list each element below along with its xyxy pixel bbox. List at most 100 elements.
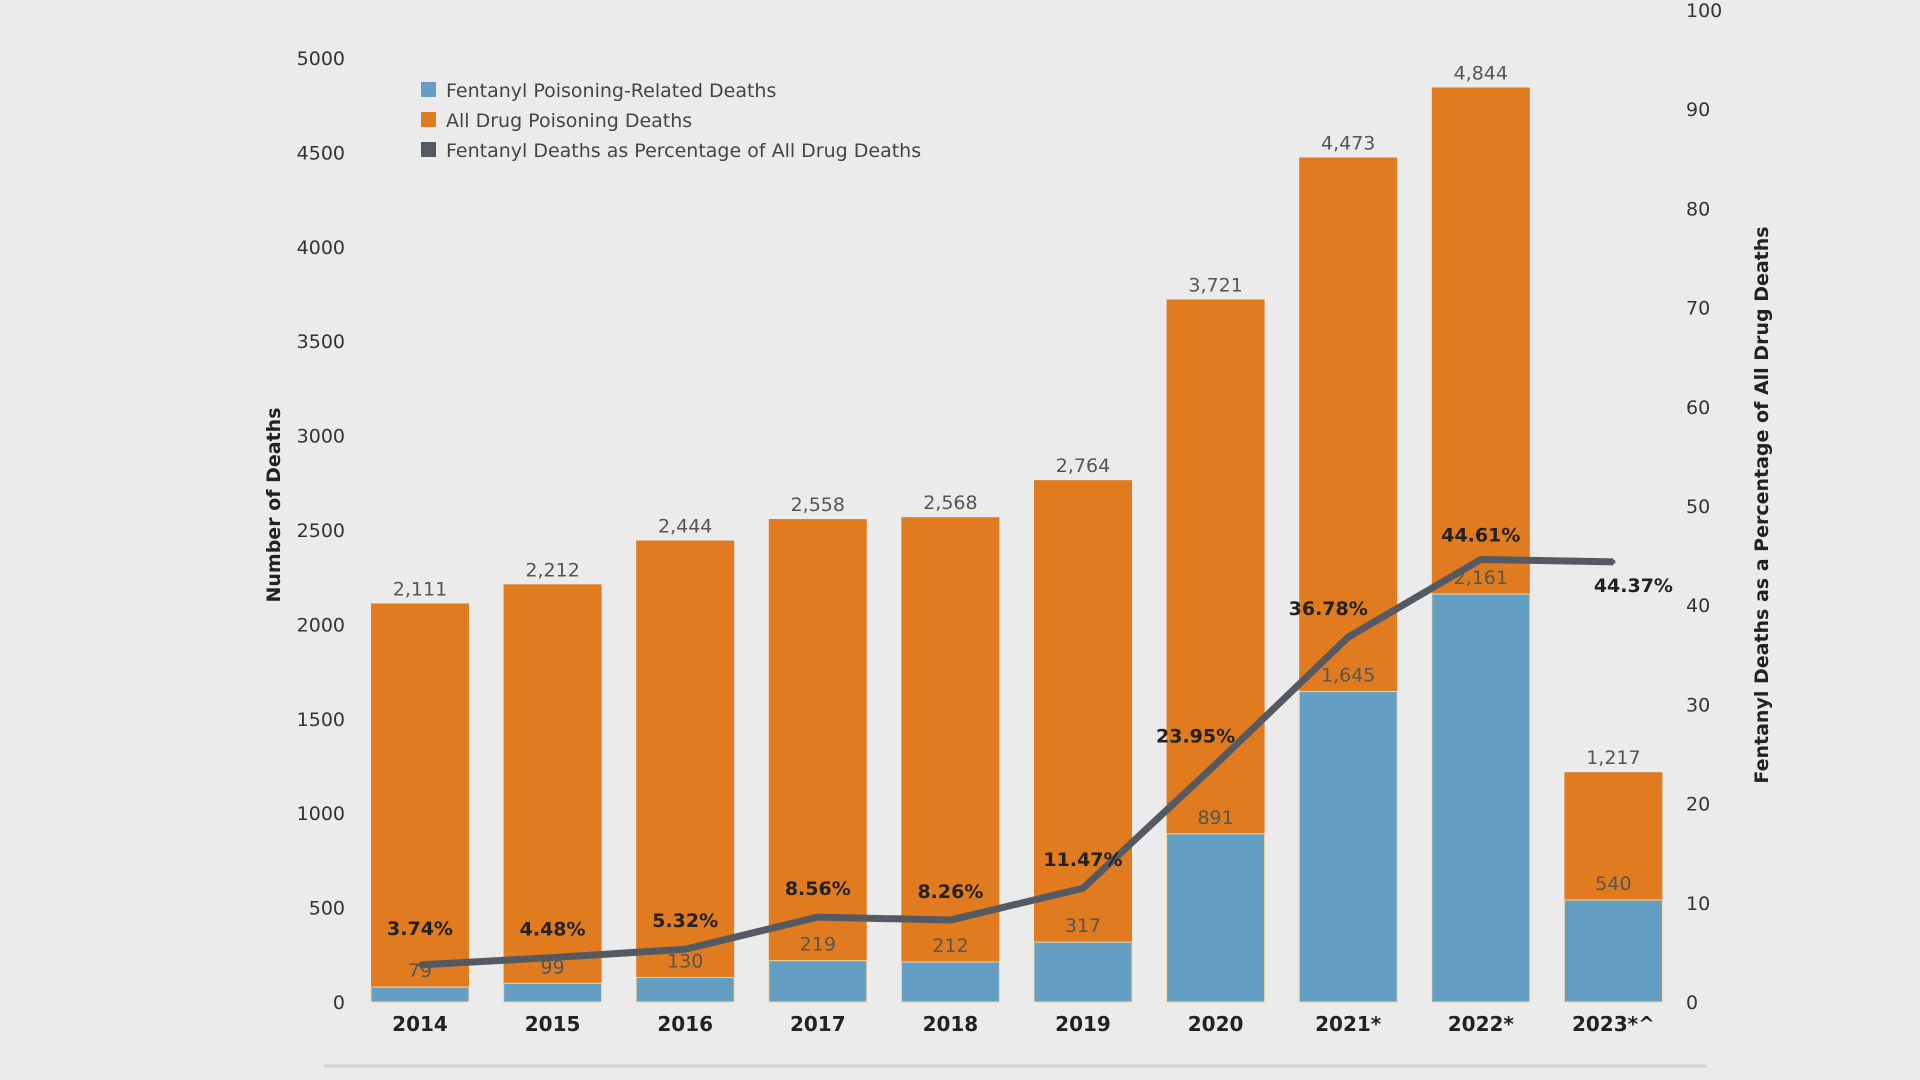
label-percentage: 8.56% bbox=[785, 878, 851, 900]
x-tick-label: 2017 bbox=[790, 1012, 846, 1036]
bar-fentanyl-deaths bbox=[1033, 941, 1133, 1003]
legend-swatch bbox=[421, 82, 436, 97]
y-right-tick-label: 10 bbox=[1686, 893, 1710, 915]
bar-all-drug-deaths bbox=[503, 584, 602, 1002]
y-tick-label: 3000 bbox=[297, 426, 345, 448]
legend: Fentanyl Poisoning-Related Deaths All Dru… bbox=[421, 80, 921, 162]
y-right-tick-label: 40 bbox=[1686, 595, 1710, 617]
label-all-drug-deaths: 2,212 bbox=[525, 559, 579, 581]
y-axis-left: 0 500 1000 1500 2000 2500 3000 3500 4000 4500 5000 bbox=[297, 48, 345, 1014]
percentage-point bbox=[1213, 762, 1218, 767]
bar-fentanyl-deaths bbox=[1298, 690, 1398, 1003]
bar-all-drug-deaths bbox=[768, 519, 867, 1002]
label-percentage: 3.74% bbox=[387, 918, 453, 940]
bar-fentanyl-deaths bbox=[1166, 833, 1266, 1003]
y-tick-label: 1000 bbox=[297, 803, 345, 825]
legend-swatch bbox=[421, 112, 436, 127]
y-tick-label: 0 bbox=[333, 992, 345, 1014]
y-tick-label: 2000 bbox=[297, 614, 345, 636]
x-tick-label: 2023*^ bbox=[1572, 1012, 1655, 1036]
y-tick-label: 3500 bbox=[297, 331, 345, 353]
bar-fentanyl-deaths bbox=[768, 960, 868, 1003]
y-right-tick-label: 70 bbox=[1686, 298, 1710, 320]
label-all-drug-deaths: 3,721 bbox=[1188, 274, 1242, 296]
label-fentanyl-deaths: 212 bbox=[932, 935, 968, 957]
y-axis-title-left: Number of Deaths bbox=[263, 407, 285, 602]
label-percentage: 5.32% bbox=[652, 910, 718, 932]
label-all-drug-deaths: 2,444 bbox=[658, 516, 712, 538]
x-tick-label: 2021* bbox=[1315, 1012, 1382, 1036]
percentage-point bbox=[1611, 559, 1616, 564]
x-axis: 2014 2015 2016 2017 2018 2019 2020 2021* 2022* 20… bbox=[392, 1012, 1655, 1036]
label-all-drug-deaths: 2,558 bbox=[791, 494, 845, 516]
x-tick-label: 2020 bbox=[1188, 1012, 1244, 1036]
label-fentanyl-deaths: 317 bbox=[1065, 915, 1101, 937]
y-right-tick-label: 50 bbox=[1686, 496, 1710, 518]
label-percentage: 44.61% bbox=[1441, 524, 1520, 546]
x-tick-label: 2016 bbox=[657, 1012, 713, 1036]
label-fentanyl-deaths: 130 bbox=[667, 950, 703, 972]
y-tick-label: 2500 bbox=[297, 520, 345, 542]
y-tick-label: 4500 bbox=[297, 142, 345, 164]
percentage-line bbox=[418, 555, 1616, 969]
bar-all-drug-deaths bbox=[1034, 480, 1132, 1002]
label-all-drug-deaths: 1,217 bbox=[1586, 747, 1640, 769]
label-fentanyl-deaths: 99 bbox=[541, 956, 565, 978]
data-labels: 2,111 79 2,212 99 2,444 130 2,558 219 2,568 212 2,… bbox=[387, 62, 1673, 982]
bar-all-drug-deaths bbox=[371, 603, 469, 1002]
percentage-point bbox=[550, 955, 555, 960]
label-percentage: 8.26% bbox=[917, 881, 983, 903]
y-right-tick-label: 100 bbox=[1686, 0, 1722, 22]
y-right-tick-label: 90 bbox=[1686, 99, 1710, 121]
legend-label: Fentanyl Poisoning-Related Deaths bbox=[446, 80, 776, 102]
percentage-point bbox=[815, 915, 820, 920]
bar-all-drug-deaths bbox=[901, 517, 1000, 1002]
y-axis-title-right: Fentanyl Deaths as a Percentage of All D… bbox=[1751, 226, 1773, 783]
label-all-drug-deaths: 4,473 bbox=[1321, 132, 1375, 154]
bar-fentanyl-deaths bbox=[503, 982, 603, 1003]
y-tick-label: 1500 bbox=[297, 709, 345, 731]
label-fentanyl-deaths: 2,161 bbox=[1454, 567, 1508, 589]
label-fentanyl-deaths: 219 bbox=[800, 934, 836, 956]
bars bbox=[370, 87, 1663, 1003]
legend-swatch bbox=[421, 142, 436, 157]
y-right-tick-label: 80 bbox=[1686, 198, 1710, 220]
x-tick-label: 2015 bbox=[525, 1012, 581, 1036]
percentage-point bbox=[1478, 557, 1483, 562]
y-right-tick-label: 60 bbox=[1686, 397, 1710, 419]
bar-fentanyl-deaths bbox=[1563, 899, 1663, 1003]
label-fentanyl-deaths: 891 bbox=[1197, 807, 1233, 829]
label-percentage: 23.95% bbox=[1156, 725, 1235, 747]
label-percentage: 4.48% bbox=[520, 919, 586, 941]
bar-fentanyl-deaths bbox=[370, 986, 470, 1003]
label-percentage: 11.47% bbox=[1043, 849, 1122, 871]
label-all-drug-deaths: 4,844 bbox=[1454, 62, 1508, 84]
percentage-point bbox=[418, 962, 422, 967]
y-right-tick-label: 30 bbox=[1686, 694, 1710, 716]
label-percentage: 36.78% bbox=[1289, 598, 1368, 620]
y-tick-label: 500 bbox=[309, 898, 345, 920]
label-percentage: 44.37% bbox=[1594, 575, 1673, 597]
label-fentanyl-deaths: 540 bbox=[1595, 873, 1631, 895]
y-tick-label: 5000 bbox=[297, 48, 345, 70]
label-fentanyl-deaths: 1,645 bbox=[1321, 664, 1375, 686]
x-tick-label: 2022* bbox=[1448, 1012, 1515, 1036]
label-all-drug-deaths: 2,568 bbox=[923, 492, 977, 514]
percentage-line-path bbox=[419, 555, 1614, 969]
percentage-point bbox=[1346, 635, 1351, 640]
bar-fentanyl-deaths bbox=[900, 961, 1000, 1003]
legend-label: Fentanyl Deaths as Percentage of All Dru… bbox=[446, 140, 921, 162]
legend-label: All Drug Poisoning Deaths bbox=[446, 110, 692, 132]
x-tick-label: 2014 bbox=[392, 1012, 448, 1036]
bar-all-drug-deaths bbox=[636, 540, 735, 1002]
bar-fentanyl-deaths bbox=[1431, 593, 1531, 1003]
bar-fentanyl-deaths bbox=[635, 976, 735, 1003]
label-all-drug-deaths: 2,764 bbox=[1056, 455, 1110, 477]
label-all-drug-deaths: 2,111 bbox=[393, 578, 447, 600]
x-tick-label: 2019 bbox=[1055, 1012, 1111, 1036]
y-tick-label: 4000 bbox=[297, 237, 345, 259]
percentage-point bbox=[948, 918, 953, 923]
y-axis-right: 0 10 20 30 40 50 60 70 80 90 100 bbox=[1686, 0, 1722, 1014]
label-fentanyl-deaths: 79 bbox=[408, 960, 432, 982]
